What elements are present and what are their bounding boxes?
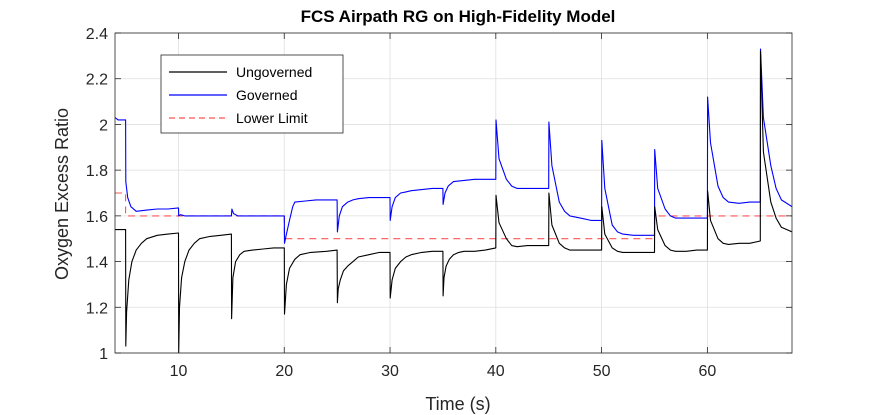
- ticks: [115, 32, 792, 354]
- axes-frame: [114, 32, 793, 354]
- series-layer: [115, 48, 792, 353]
- x-tick-label: 40: [487, 363, 505, 380]
- y-tick-label: 2.4: [86, 26, 108, 43]
- legend: Ungoverned Governed Lower Limit: [160, 54, 344, 134]
- series-line-ungoverned: [115, 50, 792, 353]
- x-tick-label: 10: [170, 363, 188, 380]
- y-tick-label: 2.2: [86, 72, 108, 89]
- y-tick-label: 1.4: [86, 255, 108, 272]
- legend-label-lower-limit: Lower Limit: [236, 110, 308, 126]
- chart-title: FCS Airpath RG on High-Fidelity Model: [301, 7, 616, 26]
- y-tick-label: 2: [99, 117, 108, 134]
- legend-box: [160, 54, 344, 134]
- x-tick-label: 20: [275, 363, 293, 380]
- x-tick-label: 30: [381, 363, 399, 380]
- y-tick-label: 1: [99, 346, 108, 363]
- y-tick-label: 1.6: [86, 209, 108, 226]
- y-axis-label: Oxygen Excess Ratio: [52, 108, 72, 280]
- legend-label-ungoverned: Ungoverned: [236, 64, 312, 80]
- tick-labels: 10 20 30 40 50 60 1 1.2 1.4 1.6 1.8 2 2.2 2.4: [86, 26, 717, 380]
- x-axis-label: Time (s): [425, 394, 490, 414]
- series-line-governed: [115, 48, 792, 244]
- x-tick-label: 60: [698, 363, 716, 380]
- legend-label-governed: Governed: [236, 87, 297, 103]
- x-tick-label: 50: [593, 363, 611, 380]
- y-tick-label: 1.8: [86, 163, 108, 180]
- y-tick-label: 1.2: [86, 300, 108, 317]
